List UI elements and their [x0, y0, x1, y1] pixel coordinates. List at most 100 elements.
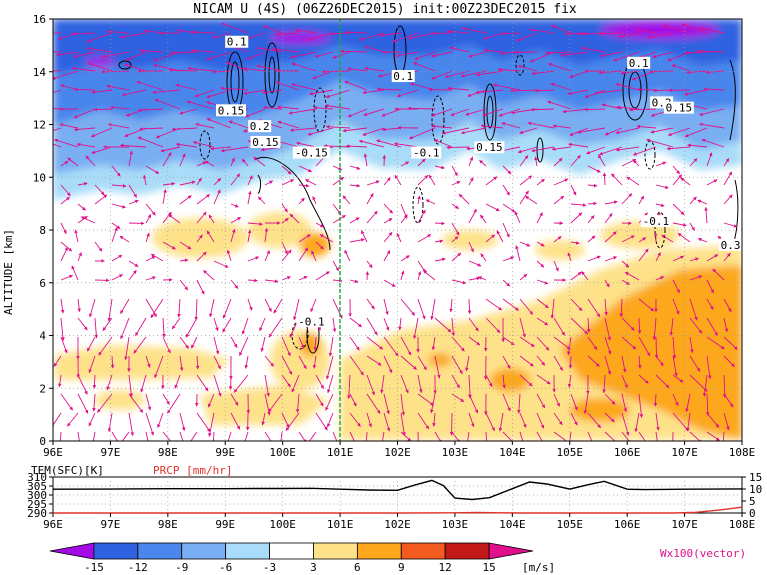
wind-vector — [366, 193, 374, 205]
wind-vector — [706, 279, 715, 294]
wind-vector — [311, 250, 317, 262]
wind-vector — [621, 193, 633, 205]
wind-vector — [152, 89, 181, 95]
contour-label: 0.15 — [218, 104, 245, 117]
wind-vector — [213, 374, 222, 397]
contour-label: 0.15 — [252, 136, 279, 149]
wind-vector — [332, 260, 340, 272]
wind-vector — [689, 196, 697, 205]
wind-vector — [162, 211, 172, 224]
wind-vector — [102, 317, 113, 331]
surface-x-ticks: 96E 97E 98E 99E 100E 101E 102E 103E 104E 105E 106E… — [43, 513, 755, 531]
wind-vector — [175, 142, 198, 148]
wind-vector — [621, 317, 635, 331]
wind-vector — [383, 317, 390, 331]
wind-vector — [53, 70, 79, 80]
wind-vector — [349, 431, 355, 441]
wind-vector — [531, 70, 555, 76]
wind-vector — [560, 51, 589, 57]
wind-vector — [80, 216, 96, 224]
wind-vector — [298, 275, 308, 281]
wind-vector — [137, 136, 164, 148]
wind-vector — [672, 298, 680, 315]
wind-vector — [289, 127, 317, 132]
wind-vector — [597, 154, 606, 167]
wind-vector — [264, 250, 270, 262]
wind-vector — [536, 336, 550, 351]
wind-vector — [568, 355, 573, 369]
wind-vector — [634, 412, 640, 433]
wind-vector — [621, 235, 635, 243]
wind-vector — [111, 165, 121, 177]
wind-vector — [461, 26, 487, 34]
wind-vector — [647, 32, 674, 39]
wind-vector — [383, 298, 389, 316]
wind-vector — [637, 87, 657, 92]
wind-vector — [260, 336, 266, 352]
wind-vector — [60, 241, 73, 252]
x-tick-label: 104E — [499, 446, 526, 459]
wind-vector — [315, 393, 324, 407]
wind-vector — [661, 234, 674, 243]
colorbar-boxes — [49, 542, 534, 560]
wind-vector — [434, 165, 445, 170]
wind-vector — [349, 183, 361, 188]
wind-vector — [98, 336, 113, 356]
wind-vector — [468, 177, 474, 186]
wind-vector — [407, 106, 436, 111]
x-tick-label: 100E — [269, 446, 296, 459]
colorbar-box — [356, 542, 402, 560]
wind-vector — [196, 177, 202, 186]
positive-wind-shading — [55, 212, 742, 440]
wind-vector — [636, 28, 657, 34]
wind-vector — [230, 173, 241, 186]
wind-vector — [553, 412, 563, 426]
wind-vector — [706, 179, 718, 186]
contour-label: -0.1 — [298, 315, 325, 328]
wind-vector — [71, 32, 96, 36]
wind-vector — [723, 355, 735, 368]
wind-vector — [111, 254, 123, 262]
wind-vector — [637, 317, 642, 334]
wind-vector — [194, 89, 215, 98]
surface-x-tick-label: 98E — [158, 518, 178, 531]
wind-vector — [696, 49, 725, 54]
wind-vector — [531, 146, 555, 153]
wind-vector — [519, 336, 535, 348]
wind-vector — [268, 317, 283, 338]
wind-vector — [548, 62, 572, 72]
wind-vector — [298, 197, 305, 205]
wind-vector — [458, 193, 470, 205]
wind-vector — [485, 203, 500, 212]
wind-vector — [655, 252, 661, 262]
wind-vector — [206, 118, 232, 129]
y-tick-label: 4 — [39, 330, 46, 343]
wind-vector — [722, 374, 727, 398]
wind-vector — [86, 32, 113, 43]
contour-label-bg — [719, 238, 742, 251]
wind-vector — [195, 122, 215, 129]
wind-vector — [73, 127, 96, 132]
wind-vector — [298, 165, 312, 173]
contour-label-bg — [225, 35, 249, 48]
wind-vector — [400, 298, 416, 316]
wind-vector — [615, 127, 640, 135]
wind-vector — [264, 374, 270, 397]
wind-vector — [408, 32, 436, 40]
wind-vector — [723, 252, 731, 262]
wind-vector — [295, 141, 317, 148]
wind-vector — [145, 276, 157, 281]
wind-vector — [88, 355, 96, 374]
wind-vector — [137, 108, 164, 112]
wind-vector — [145, 355, 151, 368]
wind-vector — [325, 124, 351, 129]
wind-vector — [53, 51, 62, 53]
wind-vector — [604, 231, 617, 243]
wind-vector — [706, 152, 713, 167]
wind-vector — [298, 355, 307, 370]
wind-vector — [498, 108, 521, 117]
wind-vector — [604, 431, 616, 441]
wind-vector — [519, 127, 538, 135]
wind-vector — [434, 221, 445, 226]
wind-vector — [519, 273, 528, 281]
